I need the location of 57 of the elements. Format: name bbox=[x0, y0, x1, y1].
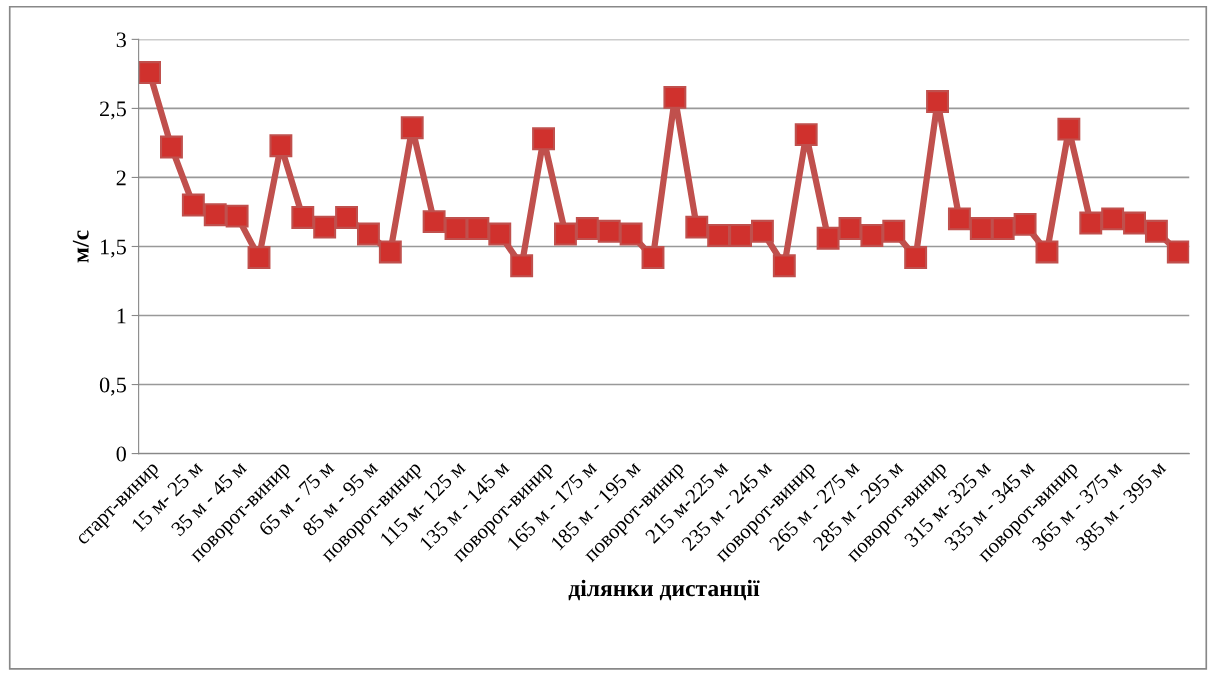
point bbox=[947, 207, 971, 231]
y-tick-label: 0 bbox=[116, 446, 126, 462]
point bbox=[1057, 117, 1081, 141]
point bbox=[816, 226, 840, 250]
point bbox=[313, 215, 337, 239]
point bbox=[729, 223, 752, 247]
point bbox=[619, 222, 643, 246]
point bbox=[969, 217, 993, 240]
point bbox=[838, 217, 862, 240]
point bbox=[488, 222, 512, 246]
point bbox=[750, 219, 774, 243]
point bbox=[772, 254, 796, 278]
point bbox=[1123, 211, 1146, 235]
y-tick-label: 2,5 bbox=[100, 101, 126, 120]
point bbox=[225, 204, 249, 228]
x-axis-title: ділянки дистанції bbox=[568, 579, 760, 601]
point bbox=[926, 90, 949, 113]
point bbox=[575, 217, 599, 240]
point bbox=[400, 116, 424, 140]
point bbox=[269, 134, 293, 158]
point bbox=[532, 127, 556, 151]
point bbox=[904, 246, 928, 269]
point bbox=[510, 254, 534, 278]
point bbox=[138, 61, 162, 84]
point bbox=[422, 210, 446, 234]
point bbox=[1166, 240, 1190, 264]
point bbox=[991, 217, 1015, 240]
point bbox=[1035, 240, 1059, 264]
point bbox=[203, 203, 227, 227]
point bbox=[356, 222, 380, 246]
point bbox=[247, 246, 271, 269]
point bbox=[685, 215, 709, 239]
y-tick-label: 1,5 bbox=[101, 239, 126, 258]
point bbox=[466, 217, 490, 240]
y-tick-label: 1 bbox=[117, 308, 126, 324]
point bbox=[1079, 211, 1103, 235]
point bbox=[860, 223, 884, 247]
point bbox=[291, 206, 315, 229]
point bbox=[794, 123, 818, 147]
point bbox=[378, 240, 402, 264]
point bbox=[663, 85, 687, 109]
point bbox=[553, 222, 577, 246]
y-tick-label: 0,5 bbox=[99, 377, 126, 396]
point bbox=[1013, 212, 1037, 236]
y-axis-title: м/с bbox=[72, 230, 89, 263]
point bbox=[882, 219, 906, 243]
point bbox=[335, 206, 359, 229]
point bbox=[597, 219, 621, 243]
point bbox=[641, 246, 665, 269]
point bbox=[160, 135, 183, 159]
y-tick-label: 3 bbox=[116, 32, 126, 48]
point bbox=[707, 223, 731, 247]
y-tick-label: 2 bbox=[116, 170, 126, 186]
point bbox=[1144, 219, 1168, 243]
point bbox=[1101, 207, 1125, 231]
point bbox=[181, 193, 205, 217]
point bbox=[444, 217, 468, 240]
